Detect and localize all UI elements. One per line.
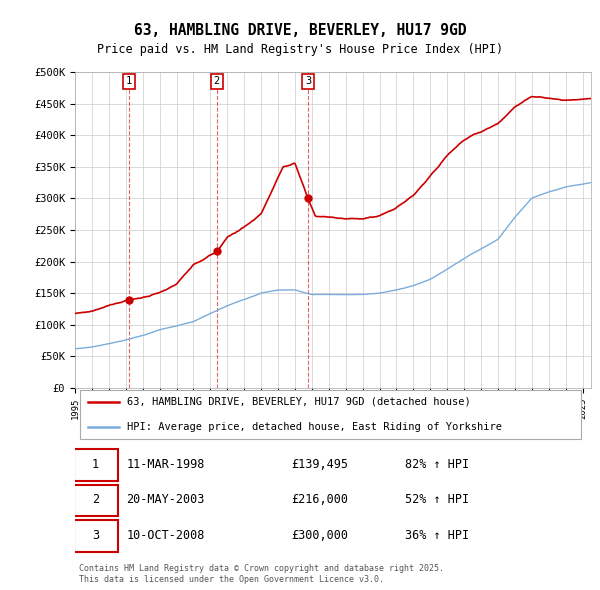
FancyBboxPatch shape — [74, 520, 118, 552]
Text: 63, HAMBLING DRIVE, BEVERLEY, HU17 9GD: 63, HAMBLING DRIVE, BEVERLEY, HU17 9GD — [134, 23, 466, 38]
Text: 1: 1 — [126, 77, 132, 87]
Text: 2: 2 — [92, 493, 99, 506]
Text: 63, HAMBLING DRIVE, BEVERLEY, HU17 9GD (detached house): 63, HAMBLING DRIVE, BEVERLEY, HU17 9GD (… — [127, 396, 470, 407]
Text: £300,000: £300,000 — [292, 529, 349, 542]
FancyBboxPatch shape — [80, 390, 581, 438]
Text: Contains HM Land Registry data © Crown copyright and database right 2025.
This d: Contains HM Land Registry data © Crown c… — [79, 565, 444, 584]
Text: 3: 3 — [92, 529, 99, 542]
Text: 36% ↑ HPI: 36% ↑ HPI — [405, 529, 469, 542]
Text: HPI: Average price, detached house, East Riding of Yorkshire: HPI: Average price, detached house, East… — [127, 422, 502, 432]
Text: £216,000: £216,000 — [292, 493, 349, 506]
Text: 1: 1 — [92, 458, 99, 471]
Text: 82% ↑ HPI: 82% ↑ HPI — [405, 458, 469, 471]
Text: 11-MAR-1998: 11-MAR-1998 — [127, 458, 205, 471]
FancyBboxPatch shape — [74, 449, 118, 481]
Text: £139,495: £139,495 — [292, 458, 349, 471]
FancyBboxPatch shape — [74, 485, 118, 516]
Text: 20-MAY-2003: 20-MAY-2003 — [127, 493, 205, 506]
Text: 52% ↑ HPI: 52% ↑ HPI — [405, 493, 469, 506]
Text: 10-OCT-2008: 10-OCT-2008 — [127, 529, 205, 542]
Text: 2: 2 — [214, 77, 220, 87]
Text: Price paid vs. HM Land Registry's House Price Index (HPI): Price paid vs. HM Land Registry's House … — [97, 43, 503, 56]
Text: 3: 3 — [305, 77, 311, 87]
